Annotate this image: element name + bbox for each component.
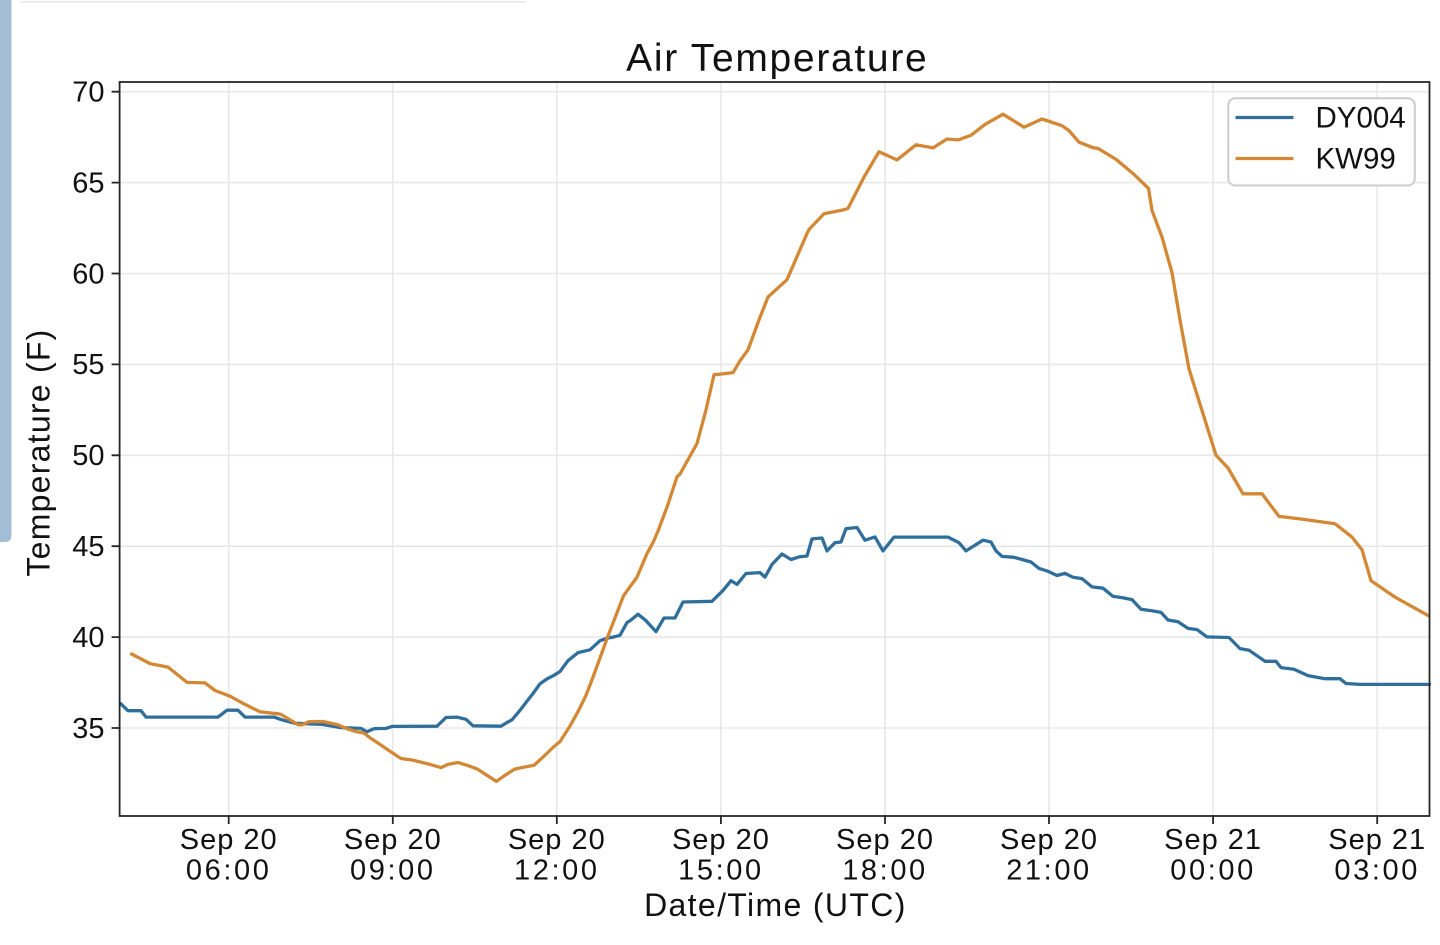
svg-text:Temperature (F): Temperature (F) (21, 328, 57, 576)
svg-text:60: 60 (72, 258, 104, 290)
svg-text:Date/Time (UTC): Date/Time (UTC) (644, 887, 907, 923)
svg-text:00:00: 00:00 (1170, 855, 1256, 887)
svg-text:06:00: 06:00 (186, 855, 272, 887)
svg-text:45: 45 (72, 531, 104, 563)
svg-text:55: 55 (72, 349, 104, 381)
svg-text:09:00: 09:00 (350, 855, 436, 887)
svg-text:Sep 21: Sep 21 (1328, 824, 1426, 856)
svg-text:21:00: 21:00 (1006, 855, 1092, 887)
svg-text:18:00: 18:00 (842, 855, 928, 887)
svg-text:35: 35 (72, 713, 104, 745)
svg-text:Sep 20: Sep 20 (672, 824, 770, 856)
svg-text:KW99: KW99 (1316, 143, 1396, 176)
svg-text:03:00: 03:00 (1334, 855, 1420, 887)
svg-text:Sep 20: Sep 20 (508, 824, 606, 856)
svg-text:65: 65 (72, 167, 104, 199)
svg-text:70: 70 (72, 77, 104, 109)
svg-text:Sep 20: Sep 20 (1000, 824, 1098, 856)
svg-text:Sep 21: Sep 21 (1164, 824, 1262, 856)
svg-text:Sep 20: Sep 20 (836, 824, 934, 856)
svg-text:Sep 20: Sep 20 (344, 824, 442, 856)
svg-text:50: 50 (72, 440, 104, 472)
svg-text:12:00: 12:00 (514, 855, 600, 887)
svg-text:15:00: 15:00 (678, 855, 764, 887)
svg-text:Air Temperature: Air Temperature (626, 37, 928, 80)
svg-text:40: 40 (72, 622, 104, 654)
svg-text:DY004: DY004 (1316, 102, 1406, 135)
svg-text:Sep 20: Sep 20 (180, 824, 278, 856)
